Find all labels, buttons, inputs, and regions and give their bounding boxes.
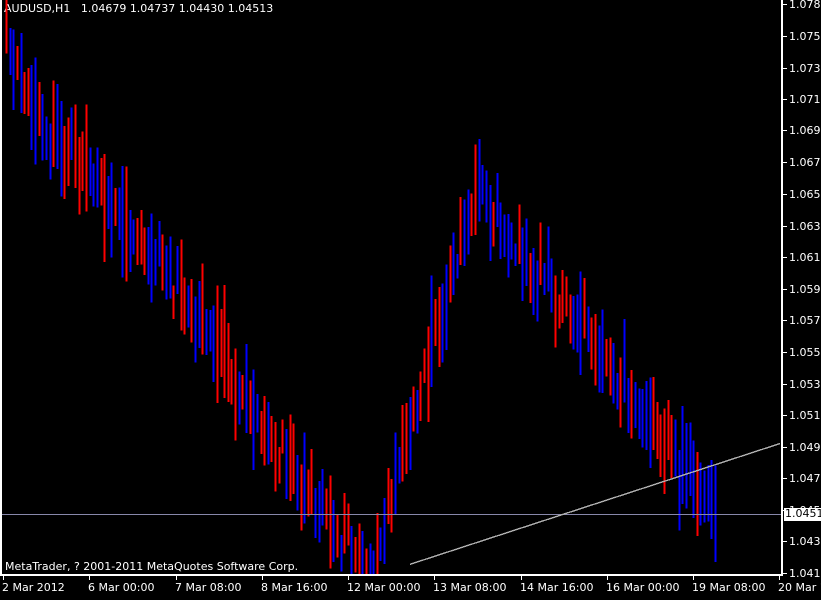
- price-plot-area[interactable]: [2, 0, 781, 574]
- price-label: 1.06370: [789, 220, 821, 233]
- price-tick: [783, 573, 787, 574]
- time-tick: [3, 576, 4, 580]
- price-tick: [783, 447, 787, 448]
- time-tick: [521, 576, 522, 580]
- price-label: 1.05760: [789, 314, 821, 327]
- price-label: 1.05150: [789, 409, 821, 422]
- ascending-trendline: [409, 442, 781, 565]
- price-tick: [783, 320, 787, 321]
- time-tick: [262, 576, 263, 580]
- time-tick: [779, 576, 780, 580]
- price-scale-axis[interactable]: 1.07800 1.07595 1.07390 1.07190 1.06985 1.067…: [783, 0, 821, 580]
- price-tick: [783, 352, 787, 353]
- ohlc-values-label: 1.04679 1.04737 1.04430 1.04513: [80, 2, 274, 15]
- time-label: 6 Mar 00:00: [88, 581, 155, 594]
- current-price-tag: 1.04513: [784, 508, 821, 521]
- price-tick: [783, 162, 787, 163]
- price-tick: [783, 257, 787, 258]
- price-label: 1.04335: [789, 535, 821, 548]
- price-tick: [783, 130, 787, 131]
- time-tick: [176, 576, 177, 580]
- time-label: 14 Mar 16:00: [520, 581, 594, 594]
- price-label: 1.06780: [789, 156, 821, 169]
- price-label: 1.07390: [789, 62, 821, 75]
- price-label: 1.07190: [789, 93, 821, 106]
- price-label: 1.04740: [789, 472, 821, 485]
- price-label: 1.07800: [789, 0, 821, 11]
- price-tick: [783, 4, 787, 5]
- metaquotes-watermark: MetaTrader, ? 2001-2011 MetaQuotes Softw…: [5, 560, 299, 573]
- price-label: 1.05350: [789, 378, 821, 391]
- price-label: 1.04130: [789, 567, 821, 580]
- time-tick: [348, 576, 349, 580]
- price-tick: [783, 384, 787, 385]
- price-label: 1.05555: [789, 346, 821, 359]
- time-tick: [89, 576, 90, 580]
- price-tick: [783, 36, 787, 37]
- price-label: 1.05965: [789, 283, 821, 296]
- price-tick: [783, 541, 787, 542]
- chart-bottom-border: [0, 574, 783, 576]
- price-label: 1.06985: [789, 124, 821, 137]
- time-label: 7 Mar 08:00: [175, 581, 242, 594]
- price-label: 1.04945: [789, 441, 821, 454]
- price-label: 1.06170: [789, 251, 821, 264]
- time-label: 20 Mar 16:00: [778, 581, 821, 594]
- time-label: 13 Mar 08:00: [433, 581, 507, 594]
- symbol-ohlc-header: AUDUSD,H1 1.04679 1.04737 1.04430 1.0451…: [4, 2, 273, 15]
- chart-right-border: [781, 0, 783, 576]
- chart-left-border: [0, 0, 2, 576]
- time-scale-axis[interactable]: 2 Mar 2012 6 Mar 00:00 7 Mar 08:00 8 Mar 16…: [0, 576, 821, 600]
- price-tick: [783, 289, 787, 290]
- time-tick: [607, 576, 608, 580]
- time-label: 8 Mar 16:00: [261, 581, 328, 594]
- time-label: 12 Mar 00:00: [347, 581, 421, 594]
- price-tick: [783, 226, 787, 227]
- symbol-timeframe-label: AUDUSD,H1: [4, 2, 71, 15]
- time-label: 2 Mar 2012: [2, 581, 65, 594]
- time-label: 16 Mar 00:00: [606, 581, 680, 594]
- time-label: 19 Mar 08:00: [692, 581, 766, 594]
- price-tick: [783, 478, 787, 479]
- price-tick: [783, 68, 787, 69]
- price-label: 1.06575: [789, 188, 821, 201]
- time-tick: [693, 576, 694, 580]
- price-tick: [783, 415, 787, 416]
- price-tick: [783, 194, 787, 195]
- price-tick: [783, 99, 787, 100]
- price-label: 1.07595: [789, 30, 821, 43]
- time-tick: [434, 576, 435, 580]
